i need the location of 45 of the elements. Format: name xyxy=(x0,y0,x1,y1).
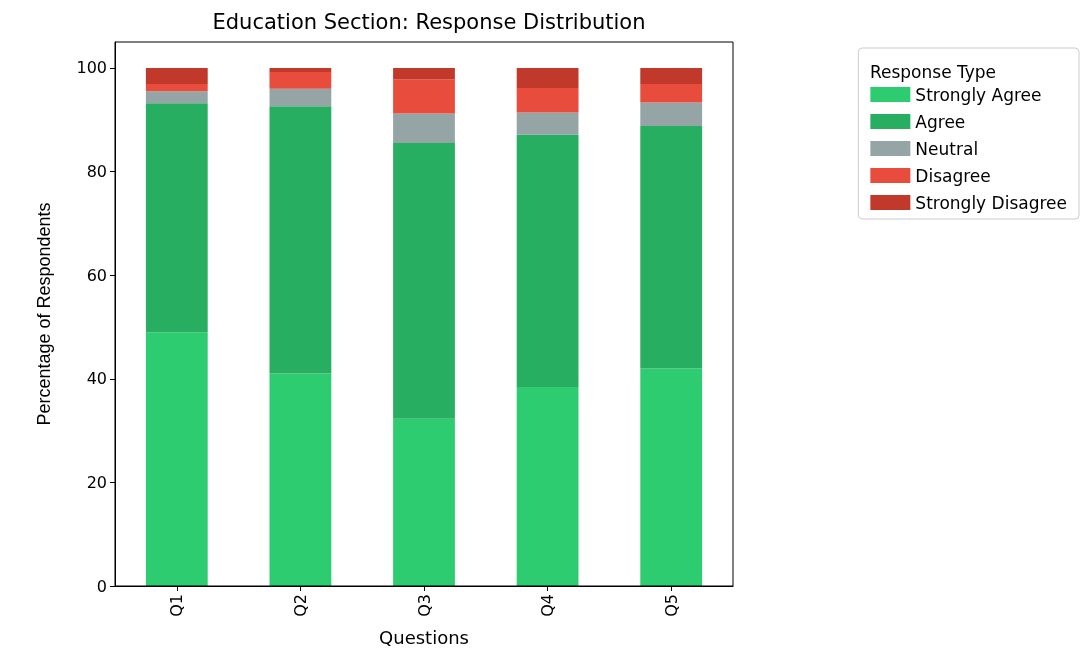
bar xyxy=(393,113,455,144)
y-tick-label: 40 xyxy=(86,369,107,389)
bar xyxy=(640,83,703,103)
y-axis-title: Percentage of Respondents xyxy=(34,202,54,426)
bar xyxy=(145,67,208,84)
bar xyxy=(145,332,208,586)
legend-label: Strongly Disagree xyxy=(915,192,1067,213)
bar xyxy=(393,418,455,586)
bar xyxy=(640,125,703,369)
bar xyxy=(393,143,455,419)
bar xyxy=(269,72,332,89)
x-tick-label: Q2 xyxy=(290,594,310,617)
bar xyxy=(516,67,579,89)
bar xyxy=(640,67,703,84)
x-axis-title: Questions xyxy=(379,626,469,648)
bar xyxy=(640,102,703,126)
bar xyxy=(393,67,455,80)
bar xyxy=(269,373,332,586)
bar xyxy=(269,88,332,107)
legend-title: Response Type xyxy=(869,61,997,82)
bar xyxy=(145,91,208,104)
y-tick-label: 20 xyxy=(86,472,107,492)
legend-label: Strongly Agree xyxy=(915,84,1042,105)
x-tick-label: Q1 xyxy=(167,594,187,617)
bar xyxy=(640,368,703,586)
bar xyxy=(516,134,579,388)
legend-label: Neutral xyxy=(915,138,979,159)
y-tick-label: 80 xyxy=(86,162,107,182)
bar xyxy=(393,79,455,114)
y-tick-label: 60 xyxy=(86,265,107,285)
chart-title: Education Section: Response Distribution xyxy=(212,9,646,34)
y-tick-label: 0 xyxy=(96,576,107,596)
legend-label: Agree xyxy=(915,111,966,132)
bar xyxy=(269,67,332,73)
x-tick-label: Q5 xyxy=(661,594,681,617)
bar xyxy=(516,88,579,113)
bar xyxy=(516,112,579,135)
legend-label: Disagree xyxy=(915,165,991,186)
bar xyxy=(145,103,208,333)
bar xyxy=(269,106,332,374)
x-tick-label: Q3 xyxy=(414,594,434,617)
bar xyxy=(145,83,208,92)
bar xyxy=(516,387,579,586)
y-tick-label: 100 xyxy=(76,58,107,78)
x-tick-label: Q4 xyxy=(538,594,558,617)
